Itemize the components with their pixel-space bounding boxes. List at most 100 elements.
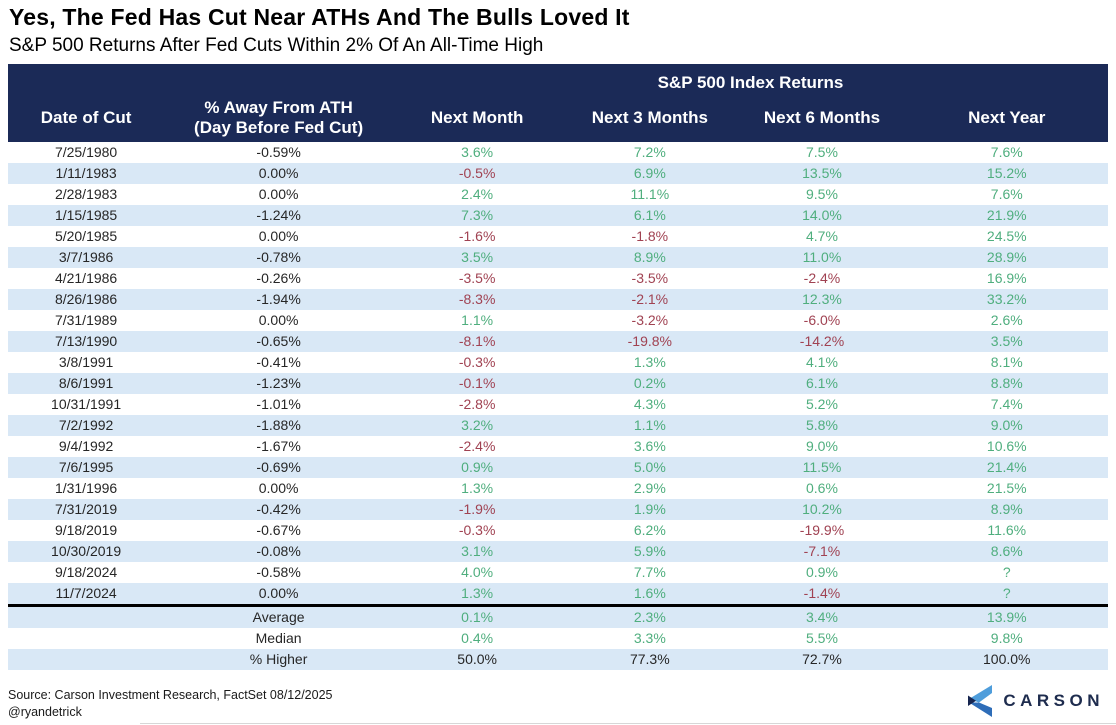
away-from-ath-cell: -1.23% [256,375,301,391]
next-year-cell: 15.2% [986,165,1027,181]
next-3-months-cell: 4.3% [633,396,666,412]
next-3-months-cell: 2.9% [633,480,666,496]
away-from-ath-cell: -0.67% [256,522,301,538]
next-year-cell: 28.9% [986,249,1027,265]
next-3-months-cell: 0.2% [633,375,666,391]
next-month-cell: 3.6% [461,144,494,160]
table-row: 7/6/1995 -0.69% 0.9% 5.0% 11.5% 21.4% [8,457,1108,478]
date-cell: 11/7/2024 [55,585,117,601]
away-from-ath-cell: -1.94% [256,291,301,307]
table-row: 7/13/1990 -0.65% -8.1% -19.8% -14.2% 3.5% [8,331,1108,352]
next-3-months-cell: 11.1% [630,186,670,202]
next-year-cell: 8.9% [990,501,1023,517]
table-row: 4/21/1986 -0.26% -3.5% -3.5% -2.4% 16.9% [8,268,1108,289]
next-3-months-cell: 6.9% [633,165,666,181]
next-3-months-cell: 1.6% [633,585,666,601]
date-cell: 1/15/1985 [54,207,118,223]
next-year-cell: 7.6% [990,186,1023,202]
next-year-cell: 21.5% [986,480,1027,496]
next-year-cell: 2.6% [990,312,1023,328]
next-6-months-cell: 9.5% [806,186,838,202]
next-3-months-cell: 5.9% [633,543,666,559]
col-header-next-month: Next Month [430,107,524,127]
next-6-months-cell: 0.9% [806,564,838,580]
next-6-months-cell: 72.7% [802,651,842,667]
next-6-months-cell: -19.9% [799,522,845,538]
summary-spacer-cell [8,607,164,628]
next-year-cell: 24.5% [986,228,1027,244]
next-year-cell: 10.6% [986,438,1027,454]
next-year-cell: 7.6% [990,144,1023,160]
date-cell: 5/20/1985 [54,228,118,244]
date-cell: 7/13/1990 [54,333,118,349]
next-year-cell: 11.6% [987,522,1027,538]
date-cell: 10/31/1991 [51,396,122,412]
summary-row: Median 0.4% 3.3% 5.5% 9.8% [8,628,1108,649]
away-from-ath-cell: -0.59% [256,144,301,160]
table-row: 9/18/2019 -0.67% -0.3% 6.2% -19.9% 11.6% [8,520,1108,541]
table-body: 7/25/1980 -0.59% 3.6% 7.2% 7.5% 7.6% 1/11/1983… [8,142,1108,604]
next-6-months-cell: 4.1% [806,354,838,370]
next-6-months-cell: 5.5% [806,630,838,646]
table-row: 9/18/2024 -0.58% 4.0% 7.7% 0.9%? [8,562,1108,583]
table-summary: Average 0.1% 2.3% 3.4% 13.9% Median 0.4% 3.3% 5.… [8,604,1108,670]
next-month-cell: -1.6% [458,228,496,244]
next-3-months-cell: 6.2% [633,522,666,538]
date-cell: 3/7/1986 [58,249,114,265]
next-6-months-cell: 0.6% [806,480,838,496]
author-handle: @ryandetrick [8,705,82,719]
next-year-cell: ? [1002,585,1011,601]
away-from-ath-cell: 0.00% [258,585,299,601]
next-month-cell: 0.9% [461,459,494,475]
next-month-cell: 3.2% [461,417,494,433]
next-year-cell: 7.4% [990,396,1023,412]
next-month-cell: -0.5% [458,165,496,181]
next-month-cell: 1.3% [461,480,494,496]
next-month-cell: -2.4% [458,438,496,454]
date-cell: 7/25/1980 [54,144,118,160]
away-from-ath-cell: 0.00% [258,480,299,496]
away-from-ath-cell: 0.00% [258,312,299,328]
table-row: 1/11/1983 0.00% -0.5% 6.9% 13.5% 15.2% [8,163,1108,184]
returns-table: S&P 500 Index Returns Date of Cut % Away… [8,64,1108,670]
summary-row: Average 0.1% 2.3% 3.4% 13.9% [8,607,1108,628]
summary-row: % Higher 50.0% 77.3% 72.7% 100.0% [8,649,1108,670]
next-month-cell: 2.4% [461,186,494,202]
next-month-cell: -0.3% [458,522,496,538]
next-3-months-cell: 1.3% [633,354,666,370]
away-from-ath-cell: -0.42% [256,501,301,517]
table-row: 10/30/2019 -0.08% 3.1% 5.9% -7.1% 8.6% [8,541,1108,562]
next-3-months-cell: 2.3% [633,609,666,625]
next-6-months-cell: 10.2% [802,501,842,517]
away-from-ath-cell: -1.67% [256,438,301,454]
away-from-ath-cell: -1.88% [256,417,301,433]
next-month-cell: -1.9% [458,501,496,517]
next-month-cell: 7.3% [461,207,494,223]
away-from-ath-cell: -0.26% [256,270,301,286]
next-6-months-cell: 5.2% [806,396,838,412]
away-from-ath-cell: -0.41% [256,354,301,370]
next-3-months-cell: 1.9% [633,501,666,517]
next-6-months-cell: 11.0% [802,249,842,265]
carson-logo-wordmark: CARSON [1003,691,1104,710]
next-year-cell: 3.5% [990,333,1023,349]
next-month-cell: -2.8% [458,396,496,412]
next-6-months-cell: 13.5% [802,165,842,181]
away-from-ath-cell: 0.00% [258,186,299,202]
next-month-cell: 4.0% [461,564,494,580]
summary-spacer-cell [8,628,164,649]
table-row: 8/6/1991 -1.23% -0.1% 0.2% 6.1% 8.8% [8,373,1108,394]
bottom-gridline-artifact [140,723,1116,724]
date-cell: 7/2/1992 [58,417,114,433]
next-year-cell: ? [1002,564,1011,580]
next-3-months-cell: -3.5% [631,270,669,286]
date-cell: 9/18/2024 [54,564,118,580]
table-row: 7/31/2019 -0.42% -1.9% 1.9% 10.2% 8.9% [8,499,1108,520]
table-row: 7/25/1980 -0.59% 3.6% 7.2% 7.5% 7.6% [8,142,1108,163]
next-6-months-cell: 11.5% [802,459,842,475]
next-year-cell: 16.9% [986,270,1027,286]
next-6-months-cell: 6.1% [806,375,838,391]
next-month-cell: 50.0% [457,651,497,667]
next-6-months-cell: 3.4% [806,609,838,625]
